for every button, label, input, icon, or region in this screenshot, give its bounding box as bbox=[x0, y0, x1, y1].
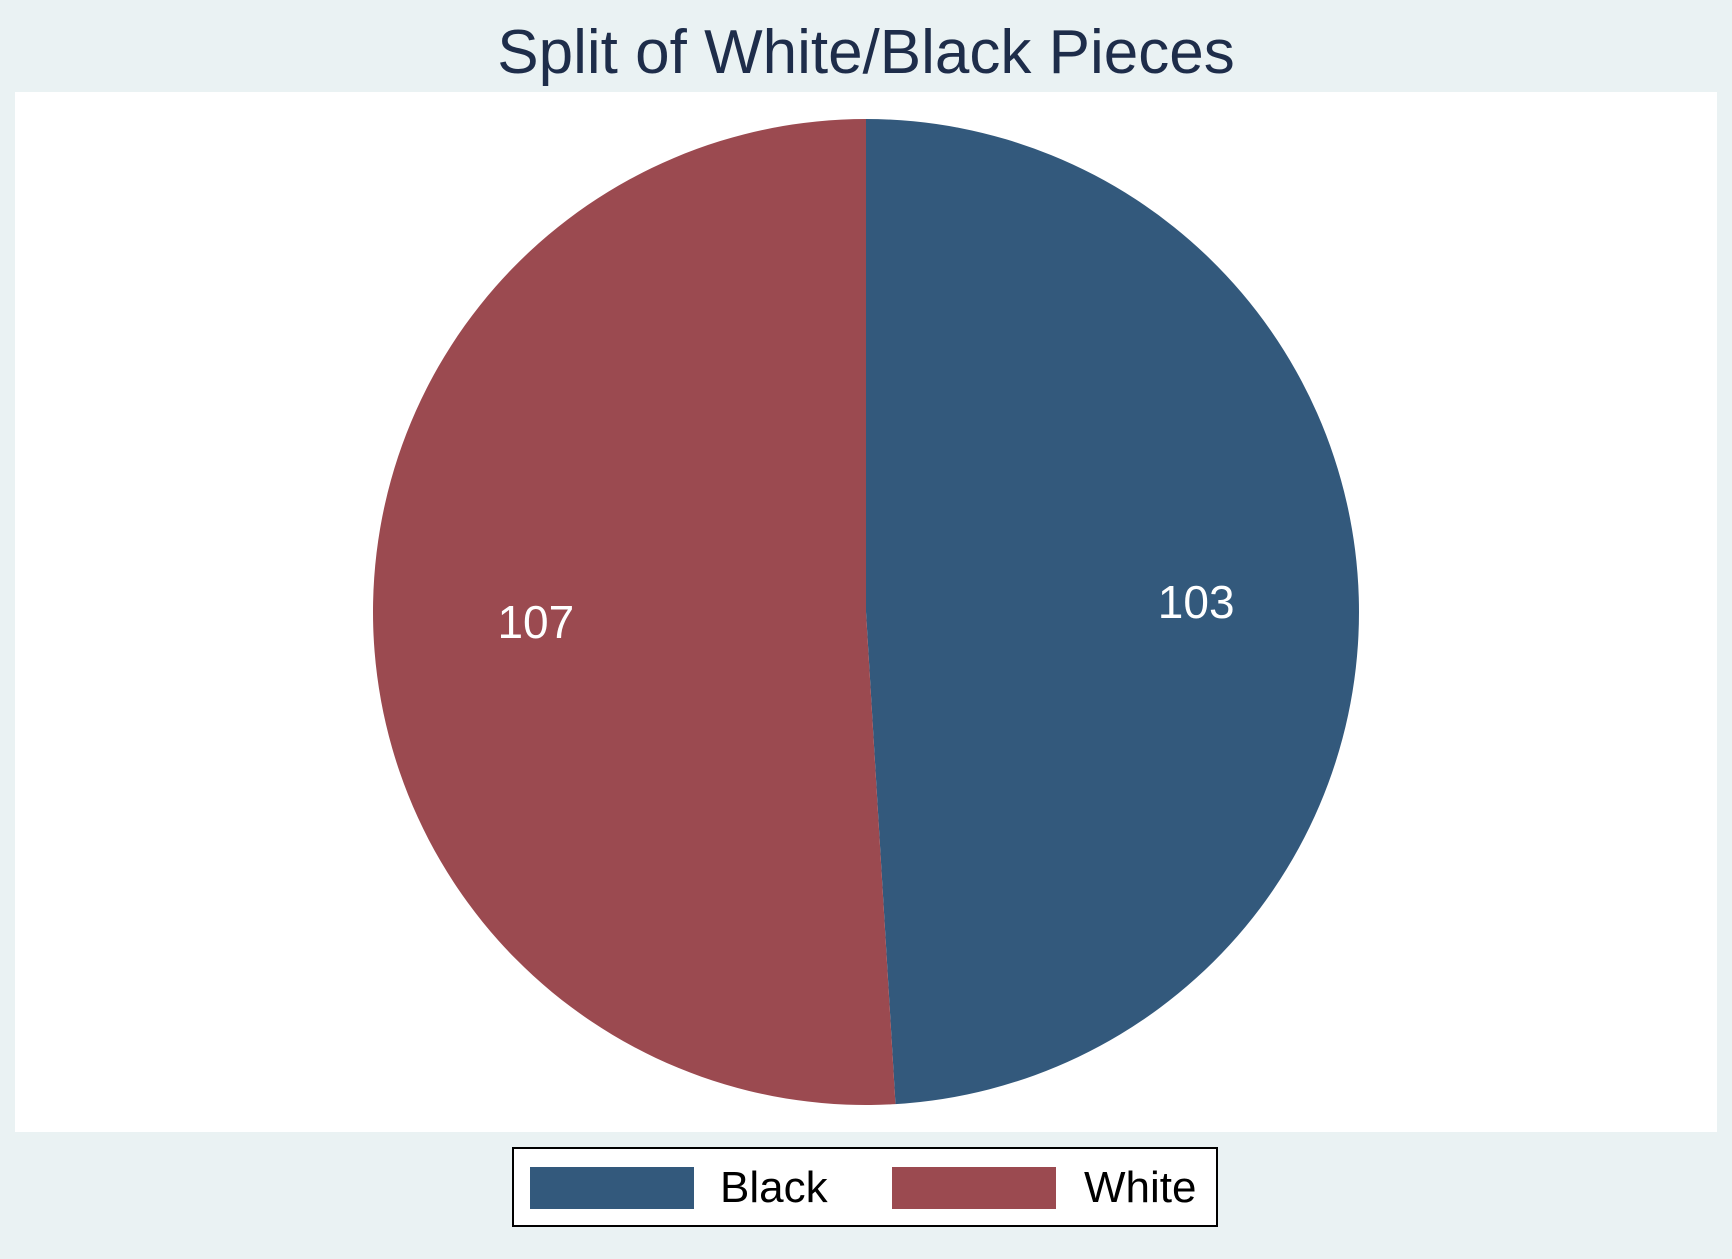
legend-swatch-white bbox=[892, 1167, 1056, 1209]
data-label-white: 107 bbox=[497, 596, 574, 648]
legend: Black White bbox=[512, 1147, 1218, 1227]
pie-chart: 103 107 bbox=[372, 119, 1359, 1105]
pie-slice-black bbox=[866, 119, 1359, 1105]
chart-title: Split of White/Black Pieces bbox=[497, 18, 1235, 87]
data-label-black: 103 bbox=[1158, 576, 1235, 628]
legend-label-black: Black bbox=[720, 1163, 828, 1212]
plot-area: 103 107 bbox=[15, 92, 1717, 1132]
pie-slice-white bbox=[372, 119, 896, 1105]
legend-swatch-black bbox=[530, 1167, 694, 1209]
legend-label-white: White bbox=[1084, 1163, 1197, 1212]
